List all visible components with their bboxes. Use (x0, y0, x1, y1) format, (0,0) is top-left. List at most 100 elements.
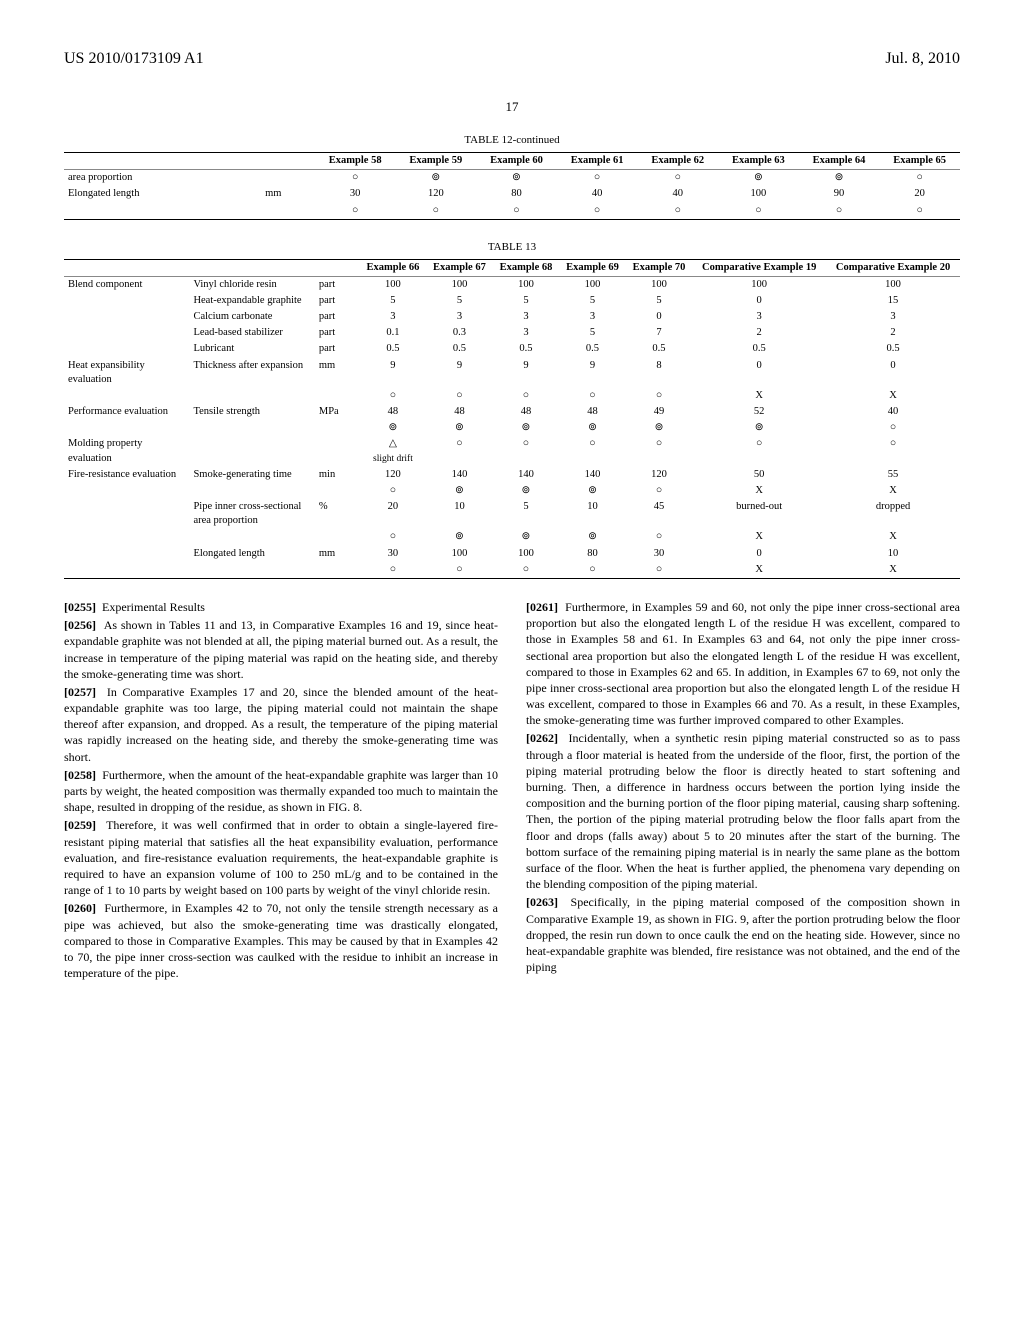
cell: 0.1 (360, 325, 427, 341)
cell: 0 (826, 358, 960, 388)
row-section: Fire-resistance evaluation (64, 467, 189, 483)
col-header: Example 59 (396, 152, 477, 169)
cell: 100 (559, 276, 626, 293)
cell: ○ (626, 529, 693, 545)
table12: Example 58 Example 59 Example 60 Example… (64, 152, 960, 220)
table-header-row: Example 66 Example 67 Example 68 Example… (64, 259, 960, 276)
cell: ⊚ (493, 483, 560, 499)
cell: 9 (493, 358, 560, 388)
table-row: Pipe inner cross-sectional area proporti… (64, 499, 960, 529)
cell: X (826, 562, 960, 579)
row-unit (261, 170, 315, 187)
cell: ⊚ (396, 170, 477, 187)
row-label: Elongated length (189, 546, 314, 562)
row-unit: mm (315, 358, 360, 388)
cell: 140 (559, 467, 626, 483)
cell: ○ (626, 436, 693, 466)
cell: 0 (692, 358, 826, 388)
cell: ○ (493, 436, 560, 466)
cell: 100 (426, 546, 493, 562)
row-unit (315, 529, 360, 545)
col-header: Example 64 (799, 152, 880, 169)
cell: 20 (360, 499, 427, 529)
publication-date: Jul. 8, 2010 (885, 48, 960, 70)
cell: 7 (626, 325, 693, 341)
table-row: ⊚⊚⊚⊚⊚⊚○ (64, 420, 960, 436)
table-row: Blend componentVinyl chloride resinpart1… (64, 276, 960, 293)
cell: 100 (360, 276, 427, 293)
paragraph-number: [0257] (64, 685, 96, 699)
right-column: [0261] Furthermore, in Examples 59 and 6… (526, 599, 960, 983)
cell: ○ (879, 203, 960, 220)
cell: ○ (426, 436, 493, 466)
cell: 100 (493, 546, 560, 562)
col-header: Example 61 (557, 152, 638, 169)
cell: ○ (826, 436, 960, 466)
cell: ⊚ (718, 170, 799, 187)
cell: X (692, 529, 826, 545)
row-unit: part (315, 309, 360, 325)
row-label (64, 203, 261, 220)
cell: ○ (559, 388, 626, 404)
col-header: Example 67 (426, 259, 493, 276)
cell: 8 (626, 358, 693, 388)
row-unit: part (315, 341, 360, 357)
col-header: Example 70 (626, 259, 693, 276)
row-section (64, 420, 189, 436)
cell: 9 (559, 358, 626, 388)
row-unit: part (315, 276, 360, 293)
cell: 55 (826, 467, 960, 483)
col-header: Example 69 (559, 259, 626, 276)
row-section (64, 546, 189, 562)
cell: X (692, 562, 826, 579)
cell: 30 (360, 546, 427, 562)
table12-title: TABLE 12-continued (64, 133, 960, 148)
row-label: Lubricant (189, 341, 314, 357)
cell: 20 (879, 186, 960, 202)
table-row: ○○○○○○○○ (64, 203, 960, 220)
cell: 48 (426, 404, 493, 420)
cell: 52 (692, 404, 826, 420)
paragraph: [0261] Furthermore, in Examples 59 and 6… (526, 599, 960, 729)
cell: ⊚ (426, 483, 493, 499)
cell: 3 (826, 309, 960, 325)
publication-number: US 2010/0173109 A1 (64, 48, 204, 70)
cell: ○ (426, 388, 493, 404)
paragraph-number: [0258] (64, 768, 96, 782)
row-label: Elongated length (64, 186, 261, 202)
cell: 9 (360, 358, 427, 388)
cell: 140 (493, 467, 560, 483)
row-unit: % (315, 499, 360, 529)
paragraph: [0260] Furthermore, in Examples 42 to 70… (64, 900, 498, 981)
paragraph: [0262] Incidentally, when a synthetic re… (526, 730, 960, 892)
row-unit: min (315, 467, 360, 483)
paragraph-number: [0261] (526, 600, 558, 614)
cell: ⊚ (626, 420, 693, 436)
row-label (189, 483, 314, 499)
cell: 50 (692, 467, 826, 483)
cell: 30 (626, 546, 693, 562)
cell: 0.5 (426, 341, 493, 357)
cell: 15 (826, 293, 960, 309)
row-label: Thickness after expansion (189, 358, 314, 388)
row-section (64, 499, 189, 529)
cell: 100 (718, 186, 799, 202)
row-section (64, 529, 189, 545)
cell: 3 (493, 325, 560, 341)
row-label (189, 562, 314, 579)
table-row: Elongated lengthmm301208040401009020 (64, 186, 960, 202)
paragraph: [0259] Therefore, it was well confirmed … (64, 817, 498, 898)
cell: 30 (315, 186, 396, 202)
table-row: Lead-based stabilizerpart0.10.335722 (64, 325, 960, 341)
paragraph-number: [0255] (64, 600, 96, 614)
cell: 100 (626, 276, 693, 293)
paragraph: [0263] Specifically, in the piping mater… (526, 894, 960, 975)
paragraph: [0255] Experimental Results (64, 599, 498, 615)
cell: ○ (360, 562, 427, 579)
cell: ○ (557, 203, 638, 220)
cell: X (826, 388, 960, 404)
cell: ○ (799, 203, 880, 220)
cell: 0.3 (426, 325, 493, 341)
table-row: Calcium carbonatepart3333033 (64, 309, 960, 325)
cell: 140 (426, 467, 493, 483)
